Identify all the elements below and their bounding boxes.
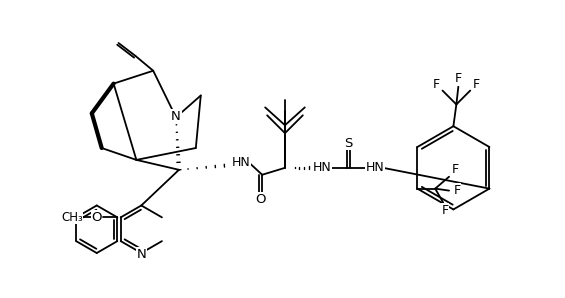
- Text: O: O: [255, 193, 266, 206]
- Text: HN: HN: [312, 161, 331, 174]
- Text: CH₃: CH₃: [61, 211, 82, 224]
- Text: N: N: [137, 248, 146, 260]
- Text: F: F: [451, 163, 459, 176]
- Text: O: O: [92, 211, 102, 224]
- Text: N: N: [171, 110, 181, 123]
- Text: HN: HN: [232, 156, 251, 169]
- Text: S: S: [344, 136, 353, 150]
- Text: F: F: [433, 78, 440, 91]
- Text: F: F: [441, 204, 449, 217]
- Text: HN: HN: [366, 161, 385, 174]
- Text: F: F: [454, 184, 460, 197]
- Text: F: F: [472, 78, 480, 91]
- Text: F: F: [455, 72, 462, 85]
